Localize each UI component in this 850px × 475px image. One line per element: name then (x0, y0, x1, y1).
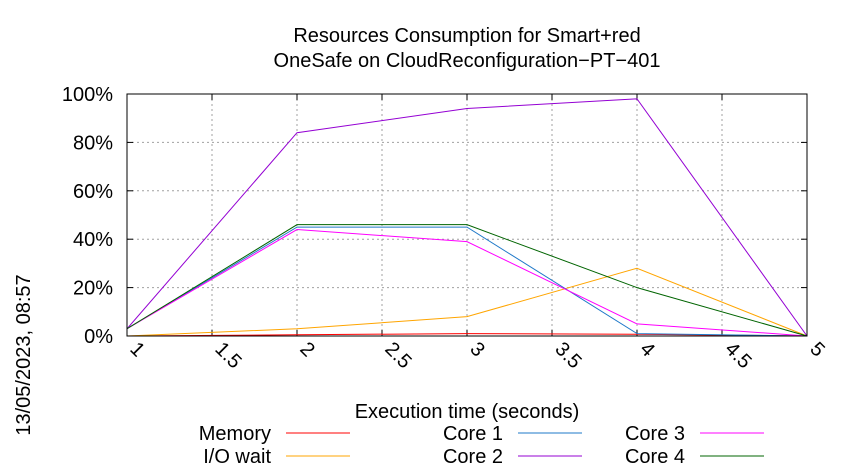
series-lines (126, 98, 808, 337)
legend-label-memory: Memory (199, 423, 271, 445)
series-line-i-o-wait (126, 267, 808, 337)
grid (126, 93, 808, 337)
x-tick-label: 3.5 (550, 338, 585, 373)
y-tick-label: 80% (73, 132, 113, 154)
chart-title-line1: Resources Consumption for Smart+red (293, 25, 640, 47)
y-tick-label: 0% (84, 326, 113, 348)
legend-label-core-4: Core 4 (625, 446, 685, 468)
series-line-core-2 (126, 98, 808, 337)
legend-label-core-2: Core 2 (443, 446, 503, 468)
series-line-core-3 (126, 229, 808, 337)
x-tick-label: 2 (295, 338, 318, 361)
series-line-core-1 (126, 226, 808, 337)
timestamp-label: 13/05/2023, 08:57 (13, 274, 35, 435)
y-tick-label: 20% (73, 278, 113, 300)
y-tick-label: 60% (73, 181, 113, 203)
legend-label-i-o-wait: I/O wait (203, 446, 271, 468)
series-line-core-4 (126, 224, 808, 337)
legend-label-core-3: Core 3 (625, 423, 685, 445)
chart-title-line2: OneSafe on CloudReconfiguration−PT−401 (274, 50, 661, 72)
x-tick-label: 3 (465, 338, 488, 361)
x-tick-label: 4.5 (720, 338, 755, 373)
x-tick-label: 5 (805, 338, 828, 361)
y-tick-label: 40% (73, 229, 113, 251)
x-axis-label: Execution time (seconds) (355, 401, 580, 423)
x-tick-label: 2.5 (380, 338, 415, 373)
x-tick-label: 1.5 (210, 338, 245, 373)
y-tick-label: 100% (62, 84, 113, 106)
x-tick-label: 1 (125, 338, 148, 361)
legend-label-core-1: Core 1 (443, 423, 503, 445)
x-tick-label: 4 (635, 338, 658, 361)
plot-frame (126, 93, 808, 337)
